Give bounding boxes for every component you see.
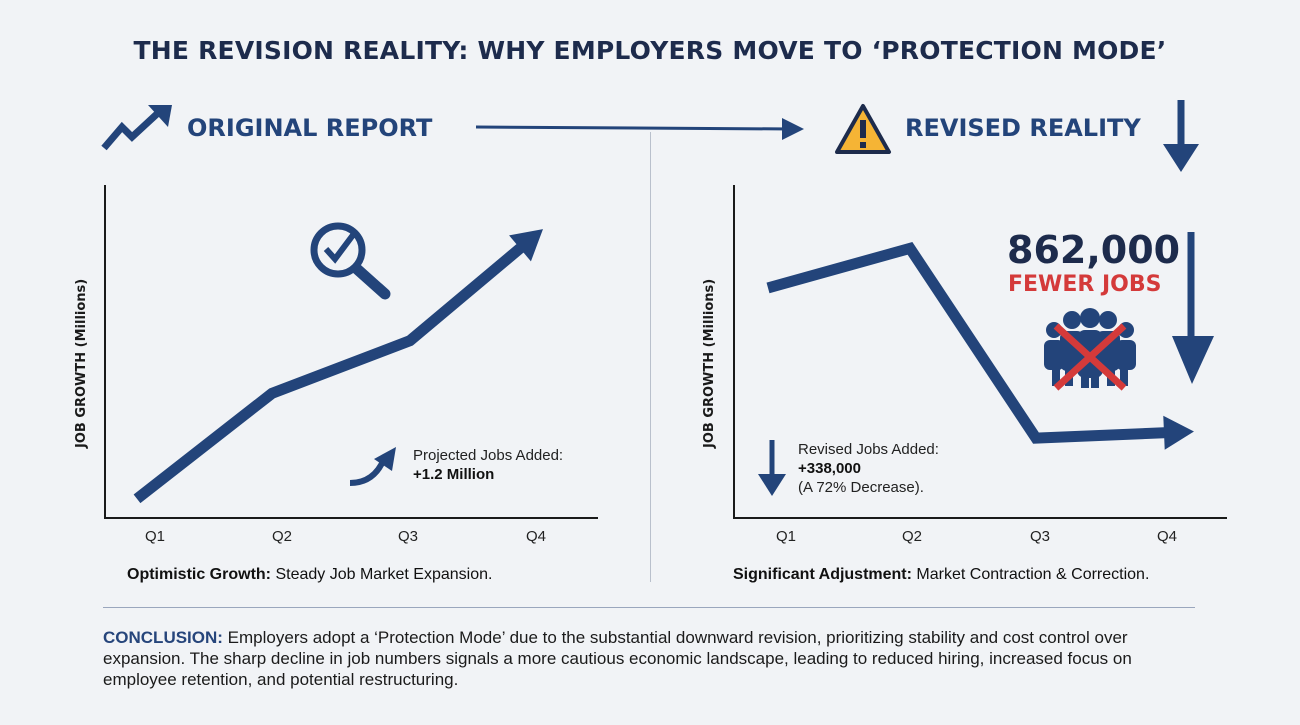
left-x-tick-q4: Q4 [525, 528, 546, 545]
left-series-arrowhead [509, 229, 543, 262]
right-x-tick-q3: Q3 [1029, 528, 1050, 545]
right-x-tick-q4: Q4 [1156, 528, 1177, 545]
big-down-arrow-icon [1172, 232, 1214, 384]
conclusion-text: Employers adopt a ‘Protection Mode’ due … [103, 628, 1132, 689]
right-annotation-value: +338,000 [798, 460, 861, 477]
right-caption-rest: Market Contraction & Correction. [911, 566, 1150, 583]
left-heading: ORIGINAL REPORT [187, 114, 433, 142]
right-annotation-note: (A 72% Decrease). [798, 479, 924, 496]
curved-up-arrow-icon [349, 447, 396, 486]
left-caption-bold: Optimistic Growth: [127, 566, 271, 583]
left-annotation-label: Projected Jobs Added: [413, 447, 564, 464]
right-series-arrowhead [1163, 415, 1194, 450]
left-series-line [133, 240, 529, 504]
right-x-tick-q1: Q1 [775, 528, 796, 545]
panel-divider [650, 132, 651, 582]
fewer-jobs-label: FEWER JOBS [1008, 272, 1162, 297]
right-series-line [766, 241, 1171, 444]
down-arrow-icon [1163, 100, 1199, 172]
left-caption-rest: Steady Job Market Expansion. [271, 566, 493, 583]
right-heading: REVISED REALITY [905, 114, 1141, 142]
magnifier-check-icon [310, 222, 391, 300]
left-annotation: Projected Jobs Added: +1.2 Million [413, 446, 563, 484]
trend-up-icon [101, 105, 172, 151]
right-caption: Significant Adjustment: Market Contracti… [733, 566, 1149, 584]
page-title: THE REVISION REALITY: WHY EMPLOYERS MOVE… [133, 36, 1167, 65]
left-x-tick-q1: Q1 [144, 528, 165, 545]
left-x-tick-q2: Q2 [271, 528, 292, 545]
right-x-tick-q2: Q2 [901, 528, 922, 545]
conclusion-lead: CONCLUSION: [103, 628, 223, 647]
small-down-arrow-icon [758, 440, 786, 496]
left-caption: Optimistic Growth: Steady Job Market Exp… [127, 566, 492, 584]
conclusion: CONCLUSION: Employers adopt a ‘Protectio… [103, 627, 1193, 690]
left-annotation-value: +1.2 Million [413, 466, 495, 483]
right-annotation: Revised Jobs Added: +338,000 (A 72% Decr… [798, 440, 939, 497]
right-caption-bold: Significant Adjustment: [733, 566, 912, 583]
right-annotation-label: Revised Jobs Added: [798, 441, 939, 458]
conclusion-divider [103, 607, 1195, 608]
left-x-tick-q3: Q3 [397, 528, 418, 545]
warning-icon [835, 104, 891, 154]
people-crossed-icon [1044, 308, 1136, 391]
flow-arrow-icon [475, 118, 804, 140]
fewer-jobs-number: 862,000 [1007, 228, 1181, 272]
